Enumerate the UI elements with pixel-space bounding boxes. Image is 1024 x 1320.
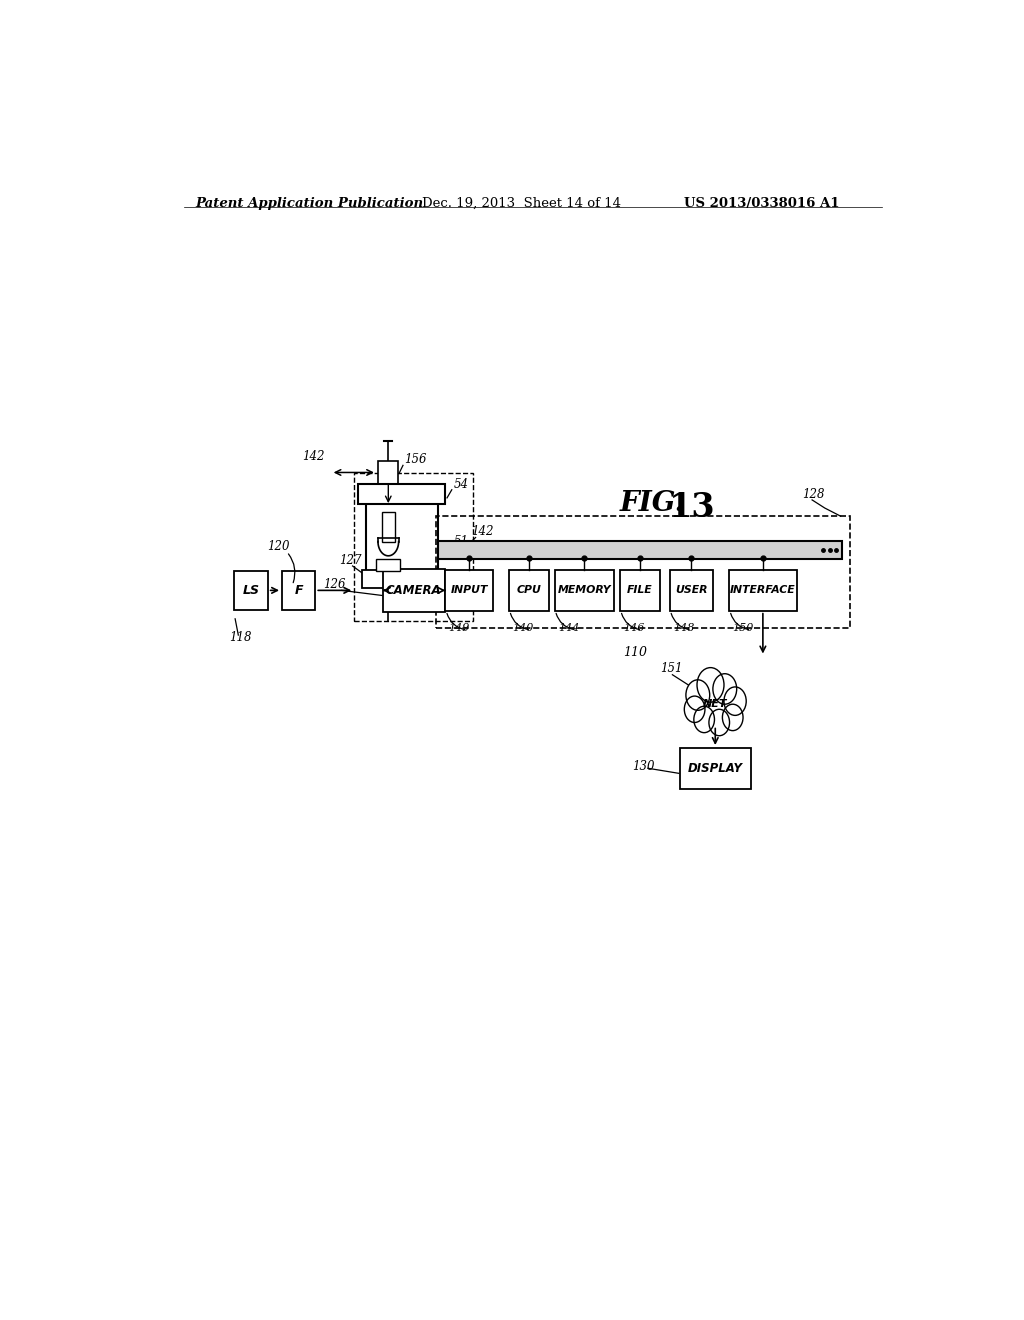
Text: 110: 110 (624, 647, 647, 660)
Text: 118: 118 (228, 631, 251, 644)
Text: 149: 149 (449, 623, 470, 634)
Text: 156: 156 (404, 453, 427, 466)
Text: 126: 126 (324, 578, 346, 591)
Circle shape (713, 673, 736, 704)
Text: MEMORY: MEMORY (557, 585, 611, 595)
Text: 146: 146 (624, 623, 644, 634)
FancyBboxPatch shape (729, 570, 797, 611)
Text: 142: 142 (471, 525, 494, 539)
Text: 142: 142 (302, 450, 325, 463)
Text: 127: 127 (339, 554, 361, 568)
FancyBboxPatch shape (509, 570, 549, 611)
Circle shape (709, 709, 729, 735)
Circle shape (686, 680, 710, 710)
Text: CAMERA: CAMERA (386, 583, 441, 597)
FancyBboxPatch shape (670, 570, 714, 611)
Circle shape (722, 704, 743, 731)
Text: INPUT: INPUT (451, 585, 487, 595)
Text: FIG.: FIG. (620, 491, 685, 517)
FancyBboxPatch shape (382, 512, 394, 541)
FancyBboxPatch shape (437, 541, 842, 558)
FancyBboxPatch shape (282, 572, 315, 610)
Circle shape (697, 668, 724, 702)
FancyBboxPatch shape (620, 570, 659, 611)
Text: 51: 51 (454, 535, 468, 548)
Text: Patent Application Publication: Patent Application Publication (196, 197, 424, 210)
Text: 128: 128 (803, 488, 825, 500)
Text: NET: NET (703, 700, 727, 709)
Text: Dec. 19, 2013  Sheet 14 of 14: Dec. 19, 2013 Sheet 14 of 14 (422, 197, 621, 210)
Text: 140: 140 (512, 623, 534, 634)
FancyBboxPatch shape (445, 570, 494, 611)
Text: 151: 151 (659, 661, 682, 675)
Text: 130: 130 (632, 760, 654, 774)
FancyBboxPatch shape (234, 572, 267, 610)
Text: 54: 54 (454, 478, 468, 491)
Text: 148: 148 (673, 623, 694, 634)
Text: DISPLAY: DISPLAY (688, 762, 742, 775)
Text: FILE: FILE (627, 585, 652, 595)
Circle shape (694, 706, 715, 733)
FancyBboxPatch shape (680, 748, 751, 788)
Text: 144: 144 (558, 623, 580, 634)
Text: F: F (294, 583, 303, 597)
FancyBboxPatch shape (358, 483, 445, 504)
Text: USER: USER (675, 585, 708, 595)
Text: LS: LS (243, 583, 259, 597)
Text: 150: 150 (732, 623, 754, 634)
Text: 120: 120 (267, 540, 290, 553)
FancyBboxPatch shape (362, 570, 441, 589)
Text: INTERFACE: INTERFACE (730, 585, 796, 595)
Text: 13: 13 (670, 491, 716, 524)
FancyBboxPatch shape (377, 558, 400, 572)
Text: US 2013/0338016 A1: US 2013/0338016 A1 (684, 197, 839, 210)
Circle shape (724, 686, 746, 715)
Text: CPU: CPU (516, 585, 542, 595)
FancyBboxPatch shape (383, 569, 444, 611)
Circle shape (684, 696, 705, 722)
FancyBboxPatch shape (379, 461, 398, 483)
FancyBboxPatch shape (555, 570, 614, 611)
